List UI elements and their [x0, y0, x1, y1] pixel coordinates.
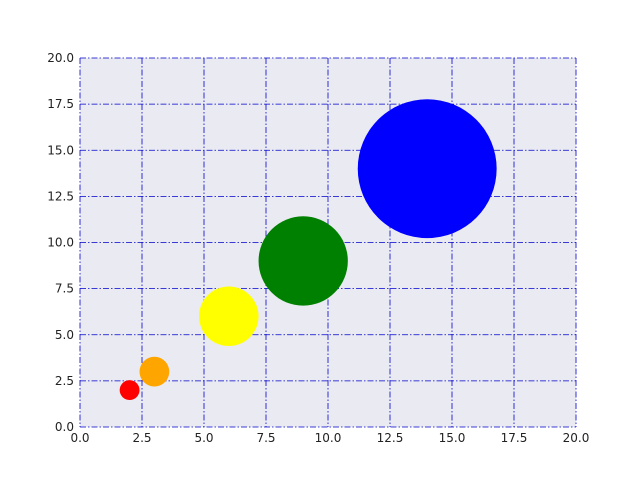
- y-tick-label: 15.0: [47, 143, 74, 157]
- y-tick-label: 12.5: [47, 189, 74, 203]
- y-axis-ticks: 0.0 2.5 5.0 7.5 10.0 12.5 15.0 17.5 20.0: [47, 51, 74, 434]
- y-tick-label: 10.0: [47, 236, 74, 250]
- y-tick-label: 17.5: [47, 97, 74, 111]
- y-tick-label: 0.0: [55, 420, 74, 434]
- x-tick-label: 2.5: [132, 431, 151, 445]
- y-tick-label: 20.0: [47, 51, 74, 65]
- x-tick-label: 20.0: [563, 431, 590, 445]
- bubble-point: [119, 380, 140, 401]
- x-tick-label: 17.5: [501, 431, 528, 445]
- y-tick-label: 5.0: [55, 328, 74, 342]
- x-tick-label: 12.5: [377, 431, 404, 445]
- x-tick-label: 10.0: [315, 431, 342, 445]
- bubble-point: [199, 286, 259, 347]
- bubble-point: [139, 356, 170, 387]
- bubble-point: [258, 216, 348, 306]
- x-tick-label: 15.0: [439, 431, 466, 445]
- y-tick-label: 7.5: [55, 282, 74, 296]
- x-tick-label: 7.5: [256, 431, 275, 445]
- y-tick-label: 2.5: [55, 374, 74, 388]
- x-tick-label: 5.0: [194, 431, 213, 445]
- x-axis-ticks: 0.0 2.5 5.0 7.5 10.0 12.5 15.0 17.5 20.0: [70, 431, 589, 445]
- bubble-series: [119, 99, 497, 401]
- bubble-point: [357, 99, 497, 239]
- x-tick-label: 0.0: [70, 431, 89, 445]
